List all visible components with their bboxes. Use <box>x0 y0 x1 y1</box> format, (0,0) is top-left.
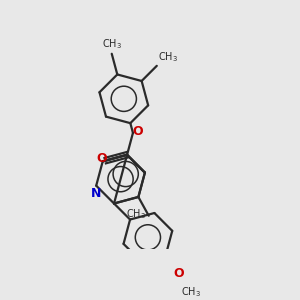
Text: O: O <box>173 267 184 280</box>
Text: CH$_3$: CH$_3$ <box>158 50 178 64</box>
Text: CH$_3$: CH$_3$ <box>126 207 146 221</box>
Text: O: O <box>96 152 107 165</box>
Text: CH$_3$: CH$_3$ <box>102 38 122 51</box>
Text: N: N <box>91 187 101 200</box>
Text: CH$_3$: CH$_3$ <box>181 286 201 299</box>
Text: O: O <box>132 125 143 138</box>
